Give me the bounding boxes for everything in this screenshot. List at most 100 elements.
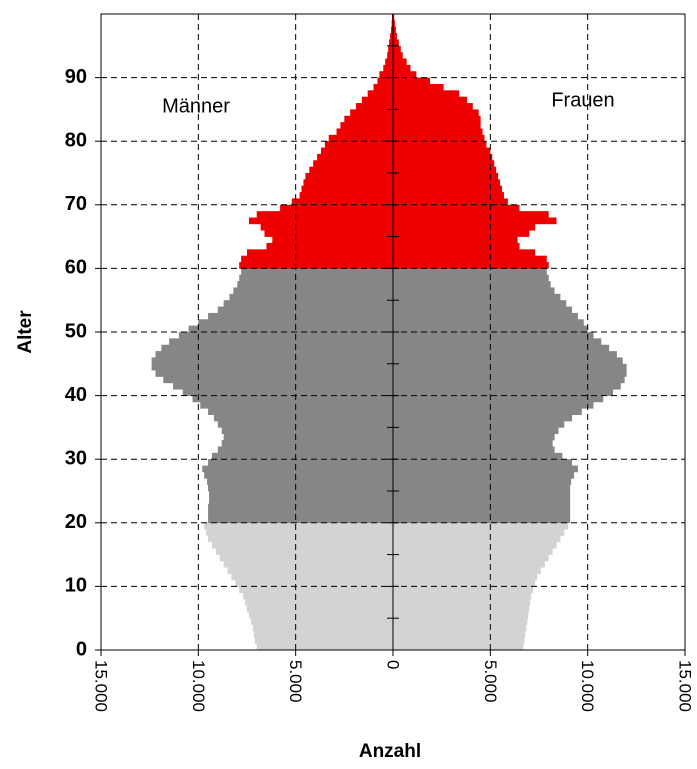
- bar: [393, 465, 578, 473]
- bar: [377, 77, 393, 85]
- bar: [198, 319, 393, 326]
- bar: [231, 573, 393, 581]
- bar: [393, 179, 501, 187]
- bar: [387, 52, 393, 59]
- bar: [393, 192, 504, 199]
- y-tick-label: 0: [76, 638, 87, 660]
- bar: [393, 198, 508, 206]
- bar: [393, 459, 573, 466]
- bar: [393, 153, 493, 161]
- bar: [393, 96, 467, 104]
- bar: [393, 122, 481, 129]
- bar: [233, 287, 393, 295]
- bar: [151, 357, 393, 365]
- bar: [173, 382, 393, 390]
- bar: [217, 446, 393, 454]
- bar: [393, 274, 549, 282]
- bar: [248, 611, 393, 619]
- bar: [211, 541, 393, 549]
- bar: [223, 300, 393, 307]
- bar: [227, 567, 393, 574]
- y-tick-label: 40: [65, 384, 87, 406]
- bar: [393, 580, 536, 587]
- bar: [393, 541, 557, 549]
- bar: [215, 548, 393, 555]
- bar: [393, 281, 551, 288]
- bar: [241, 268, 393, 276]
- bar: [340, 122, 393, 129]
- bar: [393, 242, 520, 250]
- bar: [313, 160, 393, 167]
- bar: [208, 510, 393, 517]
- bar: [248, 217, 393, 225]
- bar: [393, 14, 395, 21]
- bar: [393, 64, 411, 72]
- bar: [393, 376, 625, 384]
- bar: [393, 185, 503, 193]
- bar: [393, 204, 520, 212]
- bar: [356, 103, 393, 110]
- bar: [393, 134, 485, 142]
- bar: [245, 599, 393, 606]
- bar: [250, 618, 393, 625]
- bar: [328, 134, 393, 142]
- bar: [317, 153, 393, 161]
- bar: [393, 433, 555, 441]
- bar: [204, 522, 393, 530]
- bar: [393, 560, 545, 568]
- bar: [389, 39, 393, 47]
- x-axis-label: Anzahl: [359, 741, 421, 762]
- x-tick-label: 15.000: [676, 660, 695, 712]
- bar: [393, 20, 395, 28]
- bar: [155, 370, 393, 377]
- bar: [280, 204, 393, 212]
- x-tick-label: 10.000: [578, 660, 597, 712]
- bar: [393, 287, 555, 295]
- bar: [367, 90, 393, 97]
- bar: [208, 535, 393, 543]
- bar: [393, 52, 403, 59]
- bar: [213, 414, 393, 422]
- bar: [393, 605, 530, 613]
- bar: [155, 351, 393, 358]
- bar: [393, 618, 528, 625]
- bar: [393, 573, 538, 581]
- bar: [247, 249, 393, 256]
- bar: [390, 33, 393, 40]
- bar: [393, 268, 547, 276]
- bar: [223, 560, 393, 568]
- bar: [235, 580, 393, 587]
- bar: [208, 516, 393, 524]
- bar: [393, 249, 536, 256]
- bar: [379, 71, 393, 78]
- women-label: Frauen: [551, 89, 614, 111]
- bar: [393, 503, 571, 511]
- bar: [393, 33, 397, 40]
- bar: [393, 255, 547, 263]
- bar: [393, 319, 584, 326]
- bar: [393, 262, 549, 269]
- bar: [204, 471, 393, 479]
- y-tick-label: 70: [65, 193, 87, 215]
- bar: [208, 503, 393, 511]
- bar: [208, 312, 393, 320]
- bar: [393, 611, 529, 619]
- bar: [200, 401, 393, 409]
- bar: [393, 300, 567, 307]
- bar: [393, 535, 561, 543]
- bar: [169, 338, 393, 346]
- bar: [243, 592, 393, 600]
- bar: [256, 643, 393, 651]
- bar: [206, 529, 393, 536]
- bar: [229, 293, 393, 301]
- bar: [393, 332, 594, 339]
- bar: [239, 274, 393, 282]
- bar: [266, 242, 393, 250]
- bar: [393, 230, 530, 237]
- bar: [260, 223, 393, 231]
- bar: [393, 223, 536, 231]
- bar: [383, 64, 393, 72]
- bar: [393, 516, 571, 524]
- bar: [272, 236, 393, 244]
- bar: [393, 599, 531, 606]
